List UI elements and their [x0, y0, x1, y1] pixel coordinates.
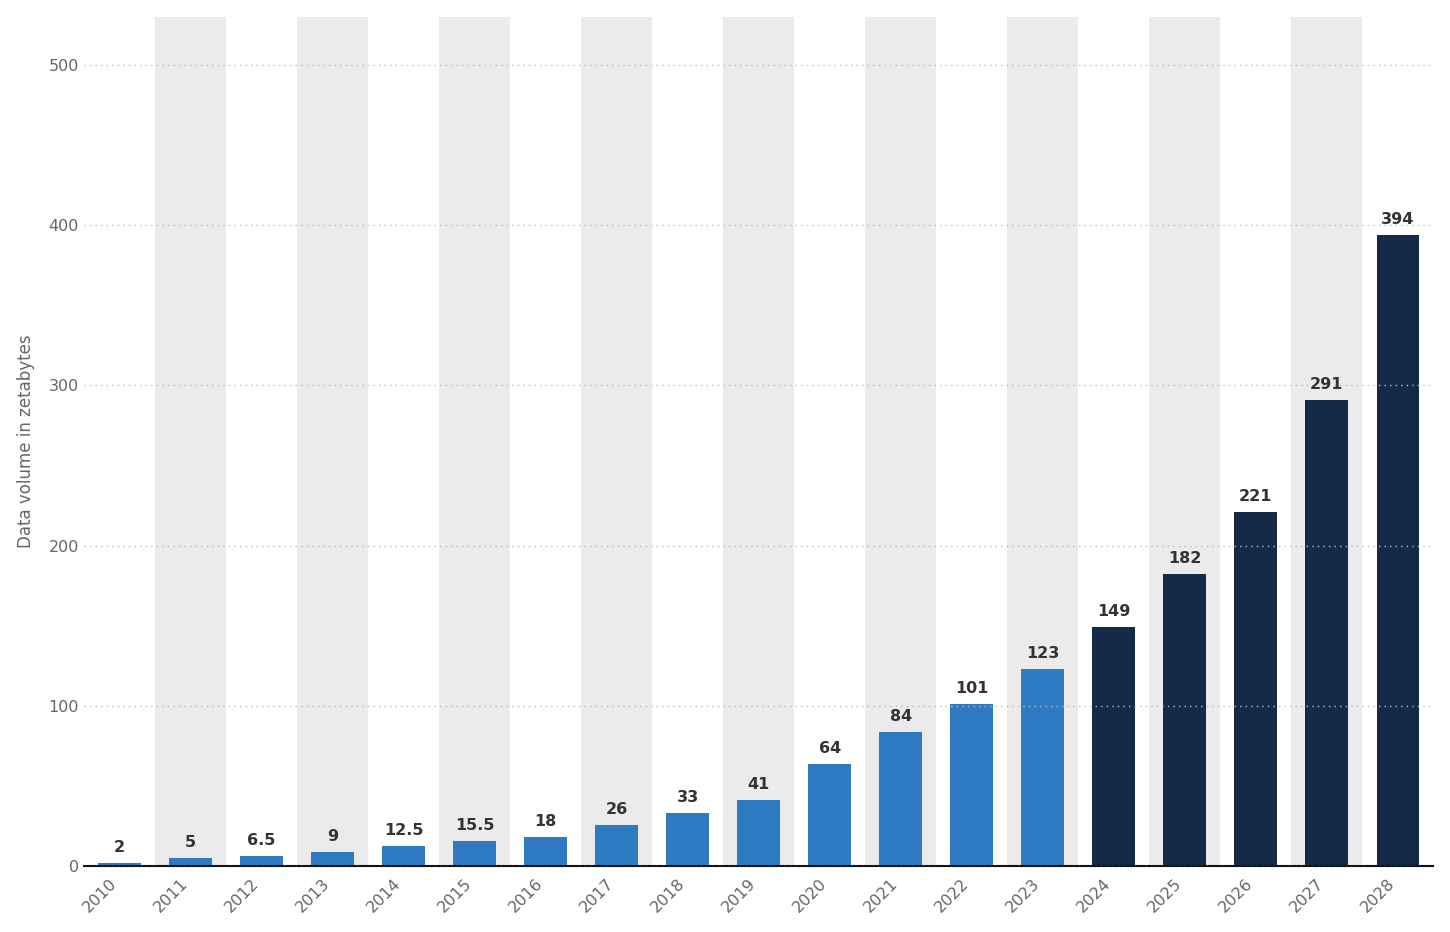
- Text: 394: 394: [1382, 212, 1415, 226]
- Bar: [1305, 400, 1348, 866]
- Text: 123: 123: [1027, 646, 1060, 661]
- Bar: [155, 17, 226, 866]
- Bar: [795, 17, 866, 866]
- Bar: [950, 705, 993, 866]
- Text: 64: 64: [818, 741, 841, 756]
- Text: 15.5: 15.5: [455, 818, 494, 833]
- Bar: [312, 852, 354, 866]
- Bar: [1092, 627, 1135, 866]
- Y-axis label: Data volume in zetabytes: Data volume in zetabytes: [16, 335, 35, 548]
- Bar: [808, 763, 851, 866]
- Bar: [1008, 17, 1079, 866]
- Bar: [170, 858, 212, 866]
- Text: 12.5: 12.5: [384, 823, 423, 838]
- Bar: [1234, 512, 1277, 866]
- Text: 26: 26: [606, 802, 628, 816]
- Bar: [596, 825, 638, 866]
- Bar: [1221, 17, 1292, 866]
- Text: 291: 291: [1311, 377, 1344, 391]
- Bar: [1363, 17, 1434, 866]
- Bar: [1163, 574, 1206, 866]
- Text: 41: 41: [748, 777, 770, 792]
- Bar: [879, 732, 922, 866]
- Text: 84: 84: [889, 708, 912, 723]
- Bar: [525, 837, 567, 866]
- Text: 2: 2: [115, 840, 125, 855]
- Bar: [439, 17, 510, 866]
- Bar: [241, 856, 283, 866]
- Bar: [937, 17, 1008, 866]
- Bar: [652, 17, 724, 866]
- Bar: [737, 801, 780, 866]
- Bar: [1376, 235, 1420, 866]
- Text: 101: 101: [956, 681, 989, 696]
- Text: 6.5: 6.5: [248, 833, 276, 848]
- Text: 18: 18: [535, 815, 557, 829]
- Bar: [99, 863, 141, 866]
- Bar: [866, 17, 937, 866]
- Bar: [667, 814, 709, 866]
- Bar: [581, 17, 652, 866]
- Text: 9: 9: [326, 829, 338, 843]
- Bar: [84, 17, 155, 866]
- Bar: [226, 17, 297, 866]
- Bar: [1079, 17, 1150, 866]
- Bar: [1021, 669, 1064, 866]
- Text: 149: 149: [1098, 604, 1131, 620]
- Bar: [383, 846, 425, 866]
- Text: 5: 5: [186, 835, 196, 850]
- Bar: [297, 17, 368, 866]
- Text: 182: 182: [1169, 552, 1202, 567]
- Bar: [454, 842, 496, 866]
- Text: 33: 33: [677, 790, 699, 805]
- Text: 221: 221: [1240, 489, 1273, 504]
- Bar: [510, 17, 581, 866]
- Bar: [1292, 17, 1363, 866]
- Bar: [1150, 17, 1221, 866]
- Bar: [368, 17, 439, 866]
- Bar: [724, 17, 795, 866]
